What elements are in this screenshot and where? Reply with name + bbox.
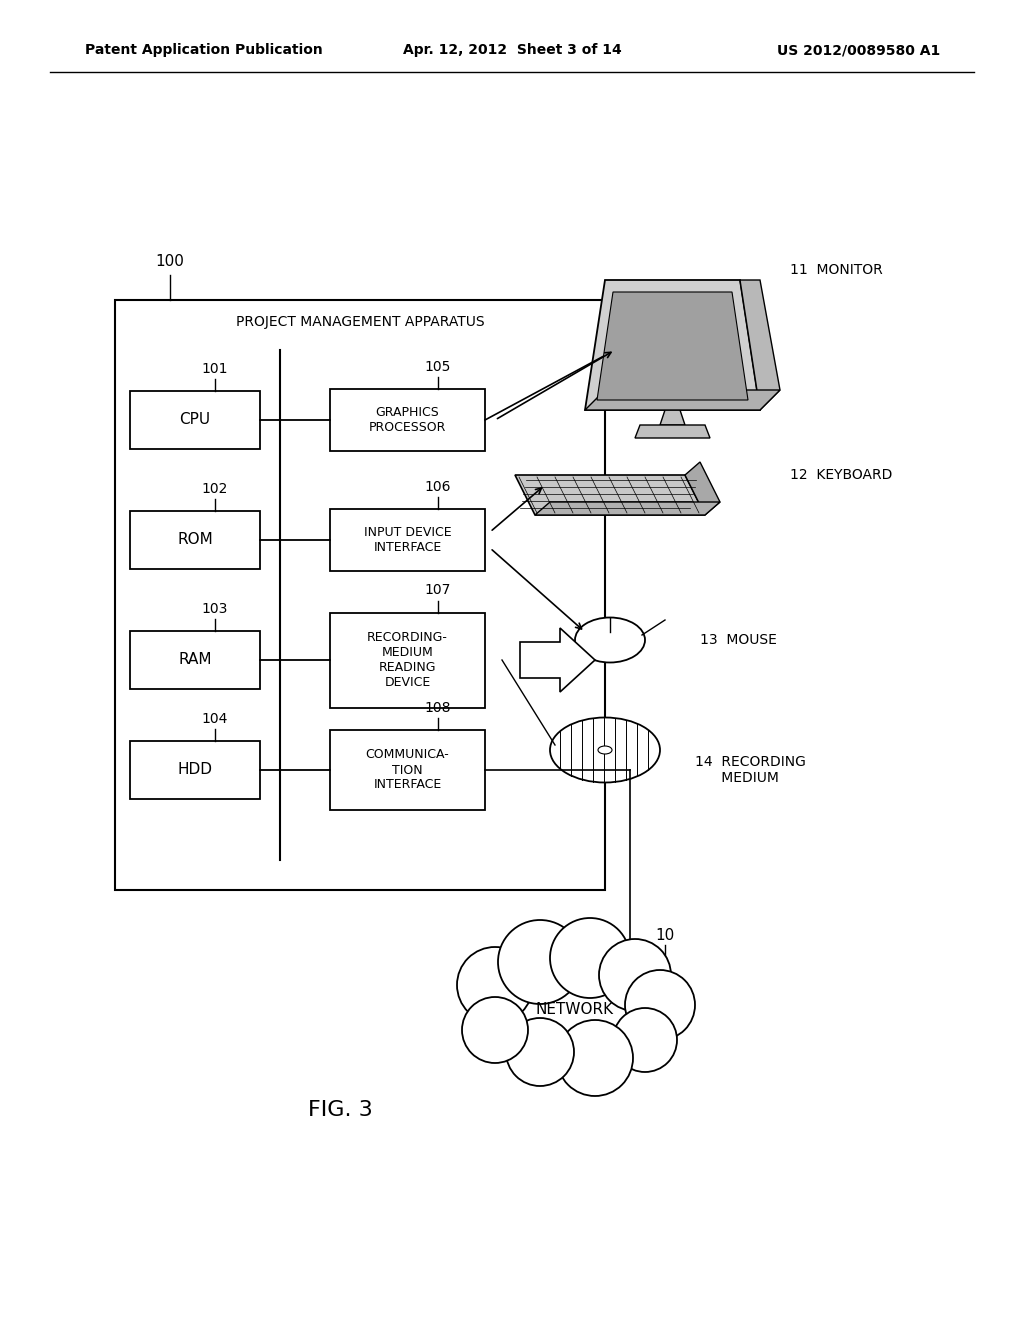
- Bar: [330, 510, 485, 572]
- Polygon shape: [635, 425, 710, 438]
- Bar: [330, 612, 485, 708]
- Ellipse shape: [598, 746, 612, 754]
- Polygon shape: [515, 475, 705, 515]
- Circle shape: [457, 946, 534, 1023]
- Text: 101: 101: [202, 362, 228, 376]
- Text: NETWORK: NETWORK: [536, 1002, 614, 1018]
- Polygon shape: [585, 389, 780, 411]
- Text: 12  KEYBOARD: 12 KEYBOARD: [790, 469, 892, 482]
- Text: 100: 100: [156, 255, 184, 269]
- Text: 108: 108: [424, 701, 451, 715]
- Ellipse shape: [475, 954, 675, 1065]
- Bar: [115, 300, 605, 890]
- Bar: [130, 741, 260, 799]
- Text: 14  RECORDING
      MEDIUM: 14 RECORDING MEDIUM: [695, 755, 806, 785]
- Circle shape: [557, 1020, 633, 1096]
- Circle shape: [550, 917, 630, 998]
- Text: Apr. 12, 2012  Sheet 3 of 14: Apr. 12, 2012 Sheet 3 of 14: [402, 44, 622, 57]
- Text: US 2012/0089580 A1: US 2012/0089580 A1: [777, 44, 940, 57]
- Text: FIG. 3: FIG. 3: [307, 1100, 373, 1119]
- Polygon shape: [685, 462, 720, 515]
- Circle shape: [599, 939, 671, 1011]
- Ellipse shape: [575, 618, 645, 663]
- Text: COMMUNICA-
TION
INTERFACE: COMMUNICA- TION INTERFACE: [366, 748, 450, 792]
- Polygon shape: [535, 502, 720, 515]
- Polygon shape: [660, 411, 685, 425]
- Text: RECORDING-
MEDIUM
READING
DEVICE: RECORDING- MEDIUM READING DEVICE: [367, 631, 447, 689]
- Circle shape: [613, 1008, 677, 1072]
- Circle shape: [625, 970, 695, 1040]
- Bar: [130, 631, 260, 689]
- Ellipse shape: [550, 718, 660, 783]
- Text: 102: 102: [202, 482, 228, 496]
- Polygon shape: [597, 292, 748, 400]
- Text: 11  MONITOR: 11 MONITOR: [790, 263, 883, 277]
- Text: CPU: CPU: [179, 412, 211, 428]
- Text: 104: 104: [202, 711, 228, 726]
- Polygon shape: [740, 280, 780, 411]
- Bar: [330, 730, 485, 810]
- Text: 107: 107: [424, 583, 451, 598]
- Text: 106: 106: [424, 480, 451, 494]
- Text: PROJECT MANAGEMENT APPARATUS: PROJECT MANAGEMENT APPARATUS: [236, 315, 484, 329]
- Text: HDD: HDD: [177, 763, 213, 777]
- Text: 10: 10: [655, 928, 675, 942]
- Text: 103: 103: [202, 602, 228, 616]
- Text: GRAPHICS
PROCESSOR: GRAPHICS PROCESSOR: [369, 407, 446, 434]
- Polygon shape: [520, 628, 595, 692]
- Bar: [130, 511, 260, 569]
- Circle shape: [506, 1018, 574, 1086]
- Text: INPUT DEVICE
INTERFACE: INPUT DEVICE INTERFACE: [364, 525, 452, 554]
- Text: 13  MOUSE: 13 MOUSE: [700, 634, 777, 647]
- Circle shape: [462, 997, 528, 1063]
- Polygon shape: [585, 280, 760, 411]
- Bar: [130, 391, 260, 449]
- Text: 105: 105: [424, 360, 451, 374]
- Text: Patent Application Publication: Patent Application Publication: [85, 44, 323, 57]
- Text: ROM: ROM: [177, 532, 213, 548]
- Bar: [330, 389, 485, 451]
- Circle shape: [498, 920, 582, 1005]
- Text: RAM: RAM: [178, 652, 212, 668]
